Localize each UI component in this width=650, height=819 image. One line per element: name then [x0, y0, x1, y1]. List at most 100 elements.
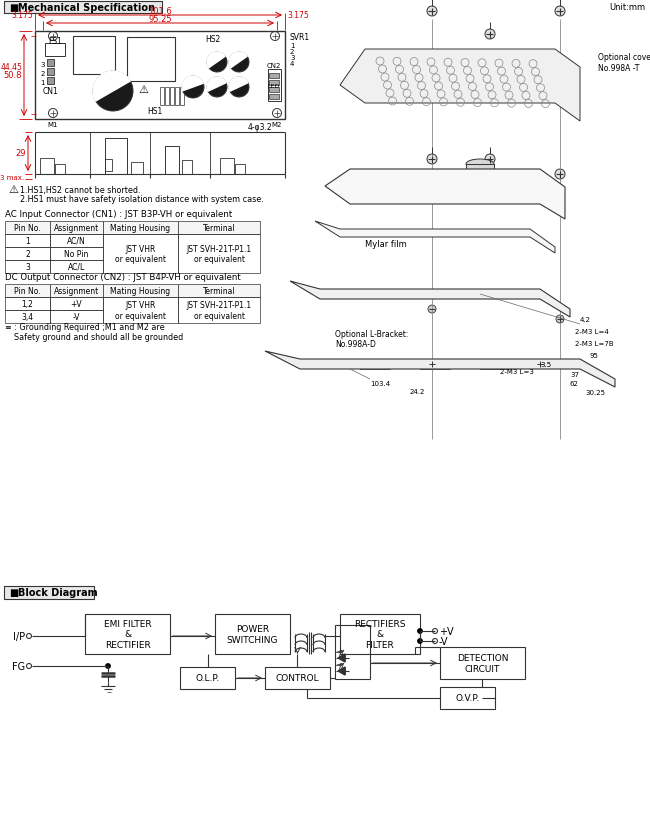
Text: 29: 29	[16, 149, 26, 158]
Circle shape	[418, 629, 422, 633]
Text: 2: 2	[25, 250, 30, 259]
Bar	[178, 235, 260, 274]
Text: CONTROL: CONTROL	[276, 674, 319, 683]
Bar	[5, 222, 50, 235]
Text: I/P: I/P	[13, 631, 25, 641]
Text: 2.HS1 must have safety isolation distance with system case.: 2.HS1 must have safety isolation distanc…	[20, 195, 264, 204]
Text: HS2: HS2	[205, 35, 220, 44]
Polygon shape	[207, 78, 226, 92]
Circle shape	[106, 664, 110, 668]
Text: 3: 3	[290, 55, 294, 61]
Text: 50.8: 50.8	[3, 71, 22, 80]
Text: CN1: CN1	[42, 86, 58, 95]
Polygon shape	[338, 667, 345, 675]
Text: DETECTION
CIRCUIT: DETECTION CIRCUIT	[457, 654, 508, 673]
Text: ■: ■	[9, 588, 18, 598]
Text: -V: -V	[439, 636, 448, 646]
Polygon shape	[315, 222, 555, 254]
Bar	[103, 235, 178, 274]
Bar	[270, 80, 280, 86]
Text: O.L.P.: O.L.P.	[196, 674, 220, 683]
Bar	[47, 60, 54, 67]
Bar	[73, 37, 115, 75]
Text: Terminal: Terminal	[203, 287, 235, 296]
Bar	[170, 88, 174, 106]
Bar	[50, 247, 103, 260]
Polygon shape	[290, 282, 570, 318]
Text: 3: 3	[40, 62, 45, 68]
Text: 2-M3 L=4: 2-M3 L=4	[575, 328, 609, 335]
Text: No Pin: No Pin	[64, 250, 88, 259]
Bar	[85, 614, 170, 654]
Bar	[5, 310, 50, 324]
Text: SVR1: SVR1	[290, 34, 310, 43]
Bar	[47, 78, 54, 85]
Bar	[5, 260, 50, 274]
Bar	[178, 285, 260, 297]
Text: +V: +V	[71, 300, 83, 309]
Text: ■: ■	[9, 3, 18, 13]
Text: -V: -V	[73, 313, 80, 322]
Text: AC/L: AC/L	[68, 263, 85, 272]
Circle shape	[485, 30, 495, 40]
Circle shape	[427, 7, 437, 17]
Circle shape	[182, 77, 204, 99]
Text: 1: 1	[40, 80, 45, 86]
Ellipse shape	[466, 185, 494, 195]
Text: 1,2: 1,2	[21, 300, 33, 309]
Bar	[335, 625, 370, 679]
Polygon shape	[338, 654, 345, 663]
Text: Unit:mm: Unit:mm	[609, 3, 645, 12]
Bar	[5, 235, 50, 247]
Text: ⚠: ⚠	[138, 85, 148, 95]
Text: M1: M1	[47, 122, 58, 128]
Bar	[265, 667, 330, 689]
Text: DC Output Connector (CN2) : JST B4P-VH or equivalent: DC Output Connector (CN2) : JST B4P-VH o…	[5, 273, 240, 282]
Bar	[4, 586, 94, 600]
Circle shape	[93, 72, 133, 112]
Text: FS1: FS1	[48, 38, 62, 47]
Text: 4-φ3.2: 4-φ3.2	[248, 124, 272, 133]
Text: RECTIFIERS
&
FILTER: RECTIFIERS & FILTER	[354, 619, 406, 649]
Bar	[268, 70, 281, 102]
Text: Optional cover:
No.998A -T: Optional cover: No.998A -T	[598, 53, 650, 73]
Circle shape	[486, 291, 493, 298]
Text: 95: 95	[590, 352, 599, 359]
Circle shape	[556, 315, 564, 324]
Text: Optional L-Bracket:
No.998A-D: Optional L-Bracket: No.998A-D	[335, 329, 408, 349]
Text: 3 max.: 3 max.	[0, 174, 24, 181]
Bar	[175, 88, 179, 106]
Bar	[180, 88, 184, 106]
Text: 3,4: 3,4	[21, 313, 34, 322]
Text: 3.175: 3.175	[11, 11, 33, 20]
Text: Mating Housing: Mating Housing	[111, 224, 170, 233]
Circle shape	[485, 155, 495, 165]
Bar	[105, 139, 127, 174]
Bar	[360, 364, 390, 369]
Bar	[340, 614, 420, 654]
Bar	[215, 614, 290, 654]
Bar	[105, 160, 112, 172]
Text: POWER
SWITCHING: POWER SWITCHING	[227, 625, 278, 644]
Bar	[235, 165, 245, 174]
Text: +V: +V	[439, 627, 454, 636]
Text: Assignment: Assignment	[54, 287, 99, 296]
Bar	[270, 94, 280, 100]
Circle shape	[207, 78, 227, 98]
Text: 3.175: 3.175	[287, 11, 309, 20]
Text: AC Input Connector (CN1) : JST B3P-VH or equivalent: AC Input Connector (CN1) : JST B3P-VH or…	[5, 210, 232, 219]
Text: 1: 1	[25, 237, 30, 246]
Bar	[440, 647, 525, 679]
Bar	[220, 159, 234, 174]
Text: EMI FILTER
&
RECTIFIER: EMI FILTER & RECTIFIER	[104, 619, 151, 649]
Bar	[50, 222, 103, 235]
Polygon shape	[229, 53, 247, 69]
Bar	[180, 667, 235, 689]
Text: JST SVH-21T-P1.1
or equivalent: JST SVH-21T-P1.1 or equivalent	[187, 245, 252, 264]
Bar	[40, 159, 54, 174]
Ellipse shape	[466, 160, 494, 170]
Bar	[55, 165, 65, 174]
Bar	[405, 178, 435, 200]
Bar	[165, 88, 169, 106]
Text: AC/N: AC/N	[67, 237, 86, 246]
